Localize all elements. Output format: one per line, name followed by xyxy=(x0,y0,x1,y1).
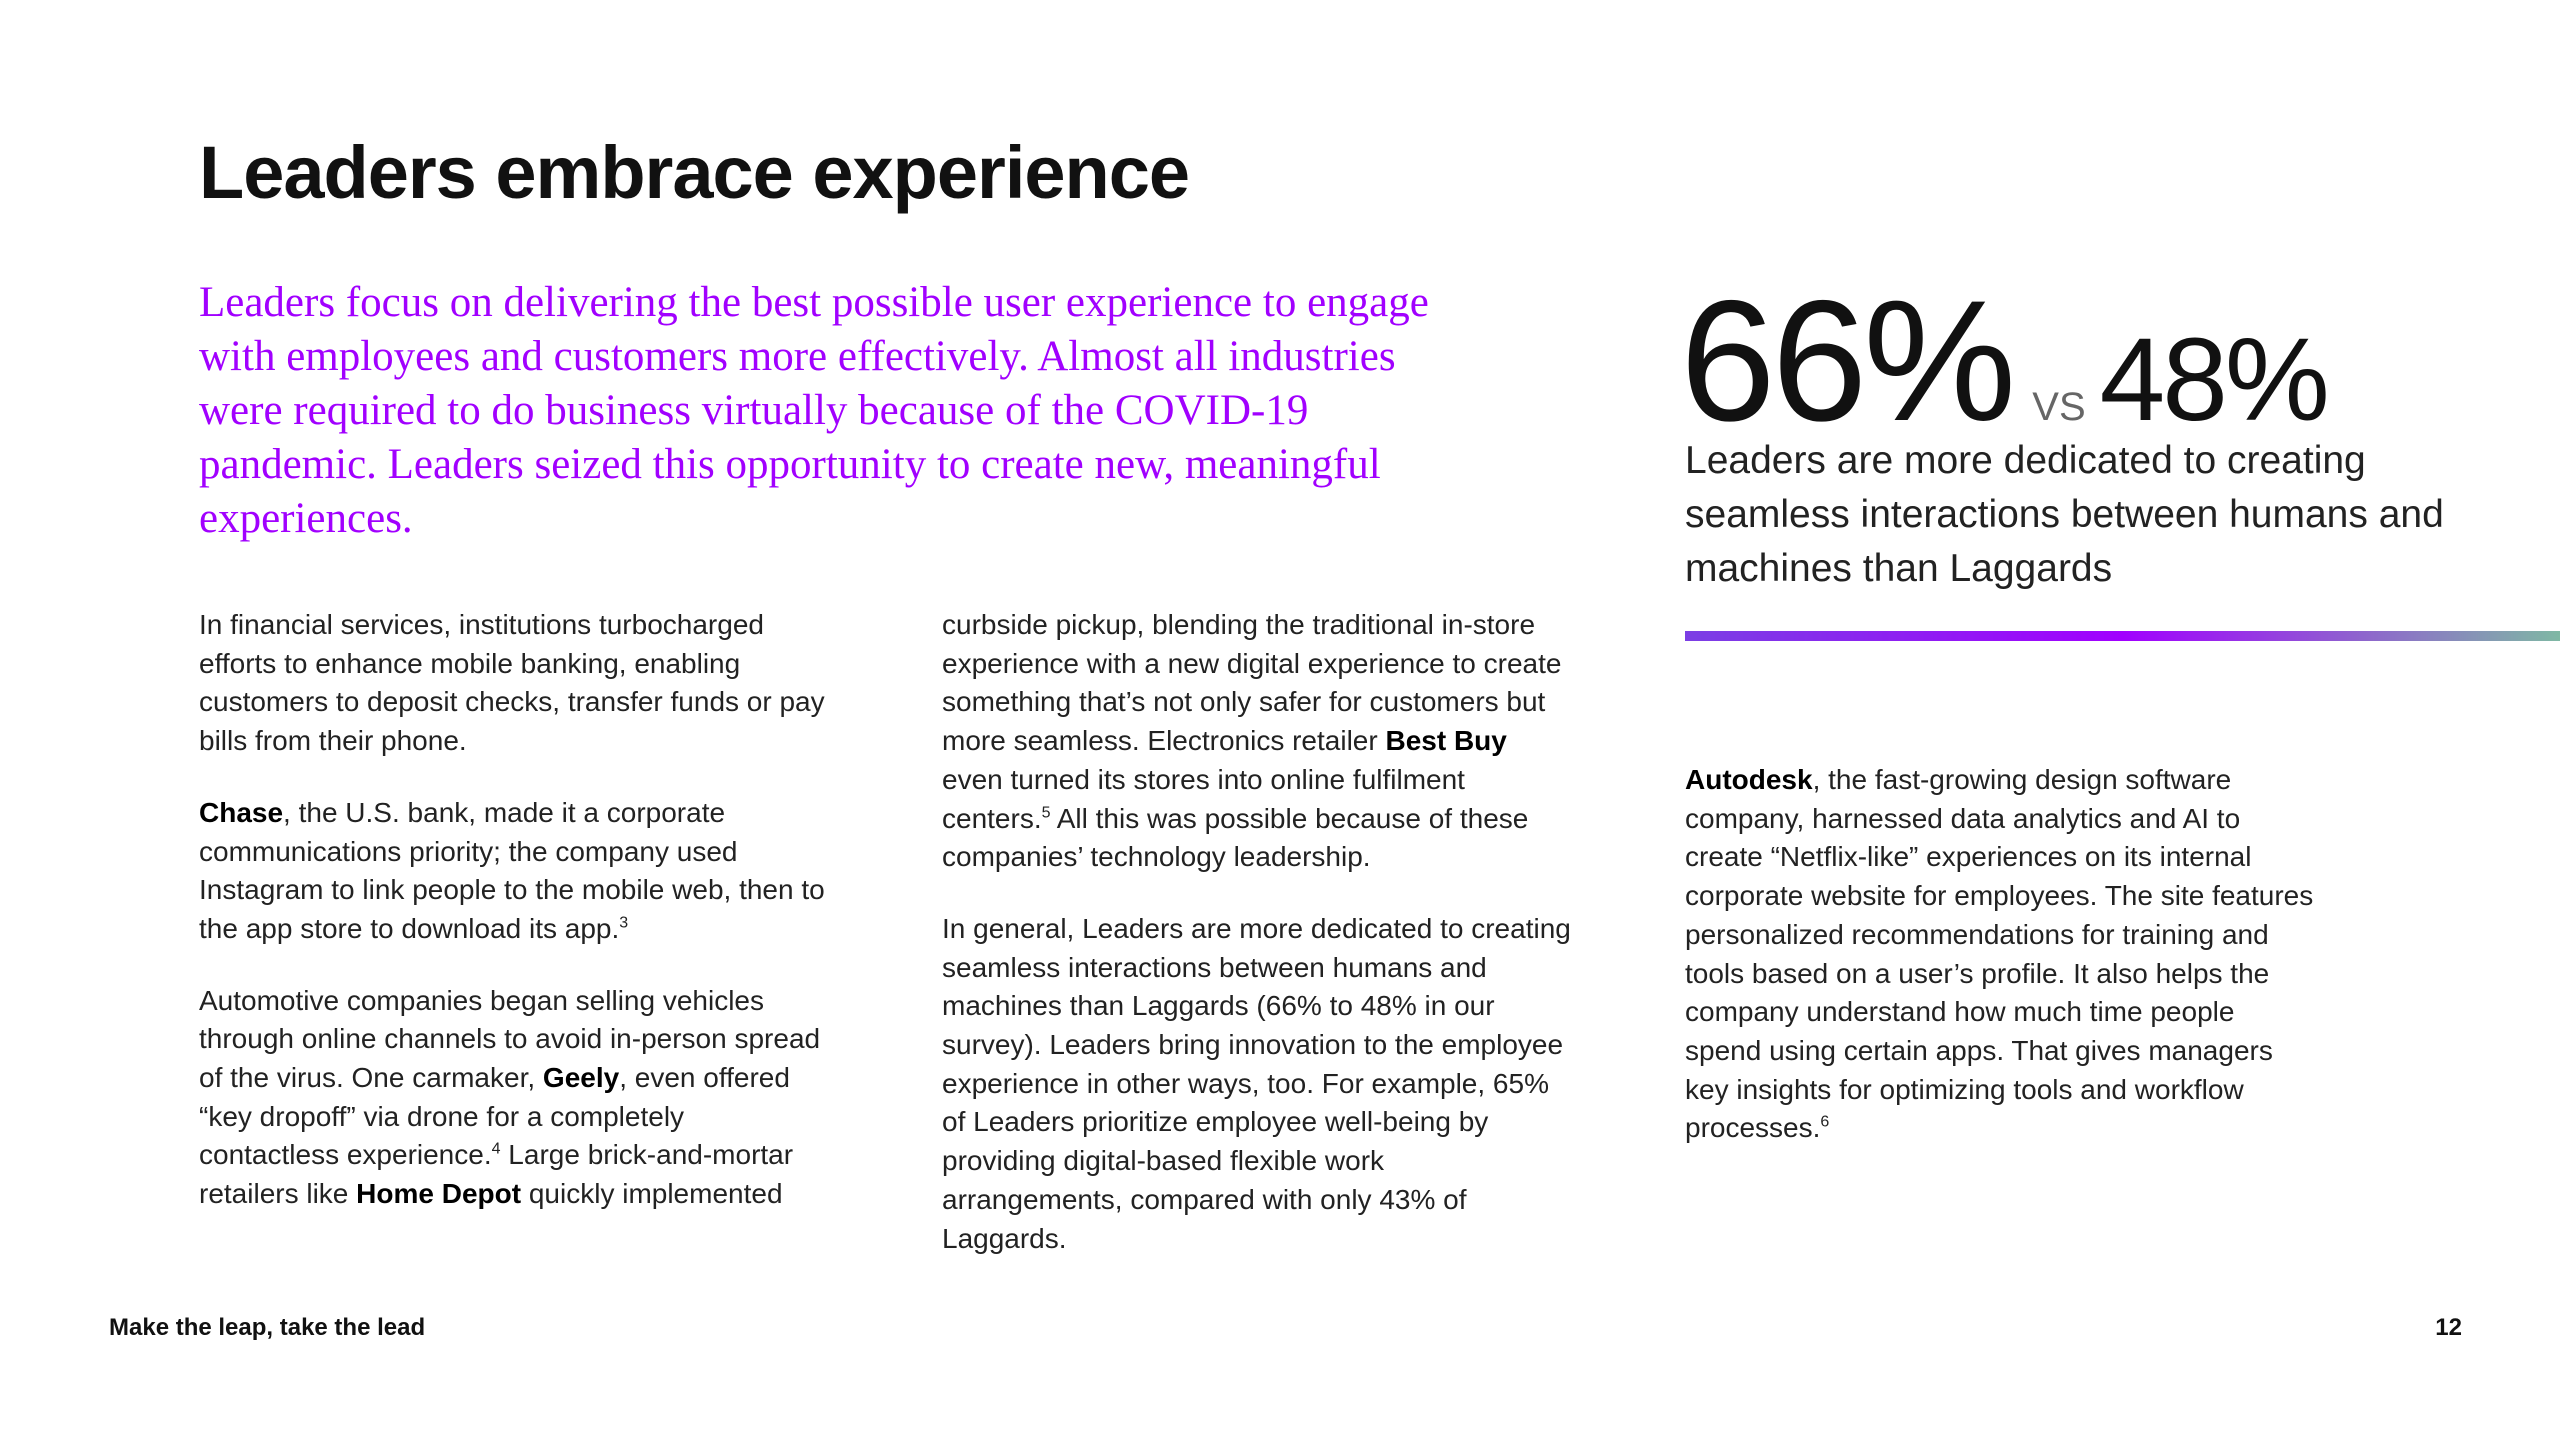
text-run: Automotive companies began selling vehic… xyxy=(199,984,821,1094)
page-number: 12 xyxy=(2435,1314,2462,1341)
paragraph: Chase, the U.S. bank, made it a corporat… xyxy=(199,794,829,949)
text-run: , the fast-growing design software compa… xyxy=(1685,764,2314,1144)
footnote-ref: 3 xyxy=(619,914,629,932)
footnote-ref: 5 xyxy=(1041,804,1051,822)
stat-right: 48% xyxy=(2099,314,2330,446)
text-run: All this was possible because of these c… xyxy=(942,802,1529,873)
footnote-ref: 6 xyxy=(1820,1114,1830,1131)
text-run: even turned its stores into online fulfi… xyxy=(942,763,1465,834)
column: In financial services, institutions turb… xyxy=(199,606,829,1247)
paragraph: In general, Leaders are more dedicated t… xyxy=(942,910,1572,1258)
text-run: quickly implemented xyxy=(521,1178,783,1210)
text-run: Large brick-and-mortar retailers like xyxy=(199,1139,794,1210)
gradient-bar xyxy=(1685,631,2560,641)
bold-name: Best Buy xyxy=(1385,725,1507,757)
stat-left: 66% xyxy=(1680,265,2016,457)
text-run: curbside pickup, blending the traditiona… xyxy=(942,609,1562,757)
paragraph: Automotive companies began selling vehic… xyxy=(199,982,829,1214)
bold-name: Home Depot xyxy=(356,1178,522,1210)
lead: Leaders focus on delivering the best pos… xyxy=(199,279,1429,542)
text-run: , the U.S. bank, made it a corporate com… xyxy=(199,796,825,944)
column: curbside pickup, blending the traditiona… xyxy=(942,606,1572,1291)
bold-name: Autodesk xyxy=(1685,764,1813,795)
text-run: In financial services, institutions turb… xyxy=(199,609,825,757)
stat: 66% VS 48% xyxy=(1680,262,2330,460)
footnote-ref: 4 xyxy=(491,1141,501,1159)
bold-name: Geely xyxy=(542,1062,620,1094)
column: Autodesk, the fast-growing design softwa… xyxy=(1685,761,2315,1181)
stat-versus: VS xyxy=(2032,385,2086,429)
paragraph: In financial services, institutions turb… xyxy=(199,606,829,761)
bold-name: Chase xyxy=(199,796,284,828)
footer-text: Make the leap, take the lead xyxy=(109,1314,426,1341)
paragraph: Autodesk, the fast-growing design softwa… xyxy=(1685,761,2315,1148)
paragraph: curbside pickup, blending the traditiona… xyxy=(942,606,1572,877)
stat-caption: Leaders are more dedicated to creating s… xyxy=(1685,439,2444,590)
text-run: In general, Leaders are more dedicated t… xyxy=(942,912,1571,1254)
title: Leaders embrace experience xyxy=(199,131,1190,214)
text-run: , even offered “key dropoff” via drone f… xyxy=(199,1062,790,1171)
